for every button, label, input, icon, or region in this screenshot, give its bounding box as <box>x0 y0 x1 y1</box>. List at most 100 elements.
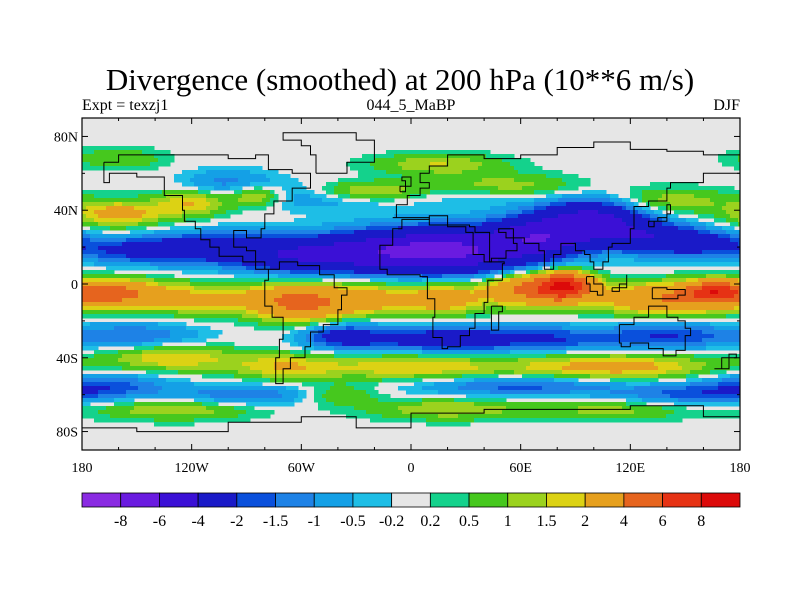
field-cell <box>538 190 543 195</box>
field-cell <box>178 294 183 299</box>
field-cell <box>306 226 311 231</box>
field-cell <box>514 206 519 211</box>
field-cell <box>438 270 443 275</box>
field-cell <box>182 234 187 239</box>
field-cell <box>398 266 403 271</box>
field-cell <box>418 294 423 299</box>
field-cell <box>694 222 699 227</box>
field-cell <box>126 250 131 255</box>
field-cell <box>594 198 599 203</box>
field-cell <box>498 282 503 287</box>
field-cell <box>314 270 319 275</box>
field-cell <box>510 258 515 263</box>
field-cell <box>234 170 239 175</box>
field-cell <box>678 278 683 283</box>
field-cell <box>526 158 531 163</box>
field-cell <box>158 246 163 251</box>
field-cell <box>194 290 199 295</box>
field-cell <box>222 294 227 299</box>
field-cell <box>334 198 339 203</box>
field-cell <box>330 182 335 187</box>
field-cell <box>710 206 715 211</box>
field-cell <box>554 282 559 287</box>
field-cell <box>162 274 167 279</box>
field-cell <box>470 202 475 207</box>
field-cell <box>590 198 595 203</box>
field-cell <box>478 234 483 239</box>
field-cell <box>578 218 583 223</box>
field-cell <box>514 294 519 299</box>
field-cell <box>454 246 459 251</box>
field-cell <box>710 226 715 231</box>
field-cell <box>718 250 723 255</box>
field-cell <box>718 194 723 199</box>
field-cell <box>382 178 387 183</box>
field-cell <box>214 270 219 275</box>
field-cell <box>398 270 403 275</box>
field-cell <box>294 226 299 231</box>
field-cell <box>602 290 607 295</box>
field-cell <box>130 194 135 199</box>
field-cell <box>406 262 411 267</box>
field-cell <box>174 234 179 239</box>
field-cell <box>510 154 515 159</box>
field-cell <box>686 282 691 287</box>
field-cell <box>342 250 347 255</box>
field-cell <box>610 238 615 243</box>
field-cell <box>578 278 583 283</box>
field-cell <box>374 194 379 199</box>
field-cell <box>250 202 255 207</box>
field-cell <box>226 182 231 187</box>
field-cell <box>222 170 227 175</box>
field-cell <box>610 218 615 223</box>
field-cell <box>510 250 515 255</box>
field-cell <box>338 202 343 207</box>
field-cell <box>114 202 119 207</box>
field-cell <box>174 258 179 263</box>
field-cell <box>730 238 735 243</box>
field-cell <box>502 222 507 227</box>
field-cell <box>450 186 455 191</box>
field-cell <box>386 150 391 155</box>
field-cell <box>274 262 279 267</box>
field-cell <box>598 230 603 235</box>
field-cell <box>154 258 159 263</box>
field-cell <box>158 206 163 211</box>
field-cell <box>258 282 263 287</box>
field-cell <box>406 274 411 279</box>
field-cell <box>150 262 155 267</box>
field-cell <box>238 270 243 275</box>
field-cell <box>82 214 87 219</box>
field-cell <box>222 206 227 211</box>
field-cell <box>358 182 363 187</box>
field-cell <box>606 234 611 239</box>
field-cell <box>534 206 539 211</box>
field-cell <box>530 230 535 235</box>
field-cell <box>538 254 543 259</box>
field-cell <box>506 158 511 163</box>
field-cell <box>94 214 99 219</box>
field-cell <box>186 246 191 251</box>
field-cell <box>498 238 503 243</box>
field-cell <box>182 226 187 231</box>
field-cell <box>662 186 667 191</box>
field-cell <box>330 210 335 215</box>
field-cell <box>86 234 91 239</box>
field-cell <box>162 158 167 163</box>
field-cell <box>490 214 495 219</box>
field-cell <box>646 282 651 287</box>
field-cell <box>330 274 335 279</box>
field-cell <box>442 258 447 263</box>
field-cell <box>326 286 331 291</box>
field-cell <box>94 166 99 171</box>
field-cell <box>710 238 715 243</box>
field-cell <box>718 262 723 267</box>
field-cell <box>222 202 227 207</box>
field-cell <box>114 226 119 231</box>
field-cell <box>546 258 551 263</box>
field-cell <box>110 274 115 279</box>
field-cell <box>254 290 259 295</box>
field-cell <box>510 206 515 211</box>
field-cell <box>714 234 719 239</box>
field-cell <box>430 182 435 187</box>
